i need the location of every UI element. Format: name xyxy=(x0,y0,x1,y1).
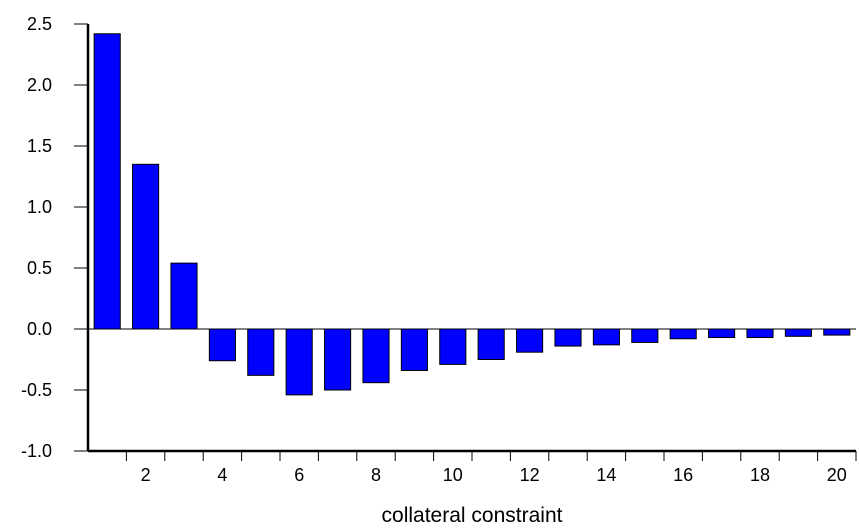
bar-4 xyxy=(208,328,236,362)
x-tick-label: 8 xyxy=(371,465,381,485)
x-axis-ticks: 2 4 6 8 10 12 14 16 18 20 xyxy=(125,451,857,485)
bar-15 xyxy=(631,328,659,343)
y-axis-ticks: -1.0 -0.5 0.0 0.5 1.0 1.5 2.0 2.5 xyxy=(21,14,88,461)
bar-1 xyxy=(93,33,121,330)
x-tick-label: 10 xyxy=(443,465,463,485)
bar-2 xyxy=(132,163,160,330)
bar-20 xyxy=(823,328,851,336)
bar-11 xyxy=(477,328,505,360)
y-tick-label: 0.5 xyxy=(27,258,52,278)
x-tick-label: 18 xyxy=(750,465,770,485)
bar-13 xyxy=(554,328,582,347)
bar-19 xyxy=(784,328,812,337)
x-axis-title: collateral constraint xyxy=(382,504,563,527)
bar-8 xyxy=(362,328,390,384)
bar-7 xyxy=(324,328,352,391)
y-tick-label: -1.0 xyxy=(21,441,52,461)
y-tick-label: 2.5 xyxy=(27,14,52,34)
x-tick-label: 20 xyxy=(827,465,847,485)
bar-3 xyxy=(170,262,198,330)
x-tick-label: 14 xyxy=(596,465,616,485)
y-tick-label: 1.5 xyxy=(27,136,52,156)
x-tick-label: 12 xyxy=(520,465,540,485)
bar-12 xyxy=(516,328,544,353)
axes-group xyxy=(86,24,856,453)
x-tick-label: 2 xyxy=(141,465,151,485)
y-tick-label: 0.0 xyxy=(27,319,52,339)
bar-9 xyxy=(400,328,428,371)
y-tick-label: 1.0 xyxy=(27,197,52,217)
bar-16 xyxy=(669,328,697,340)
bar-17 xyxy=(708,328,736,339)
y-tick-label: -0.5 xyxy=(21,380,52,400)
bar-10 xyxy=(439,328,467,365)
x-tick-label: 16 xyxy=(673,465,693,485)
bar-5 xyxy=(247,328,275,376)
bar-14 xyxy=(592,328,620,346)
y-tick-label: 2.0 xyxy=(27,75,52,95)
bars-group xyxy=(93,33,851,396)
x-tick-label: 6 xyxy=(294,465,304,485)
x-tick-label: 4 xyxy=(217,465,227,485)
bar-18 xyxy=(746,328,774,339)
bar-6 xyxy=(285,328,313,396)
